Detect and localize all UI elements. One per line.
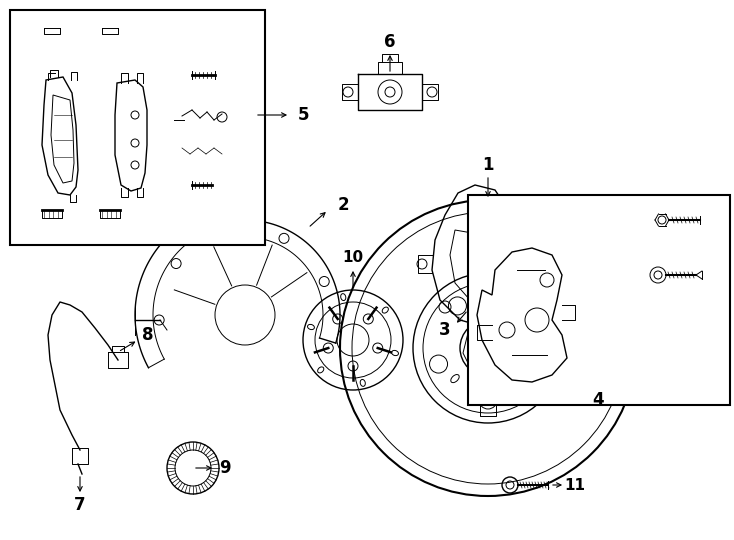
Bar xyxy=(10,10,265,245)
Text: 10: 10 xyxy=(343,251,363,266)
Text: 1: 1 xyxy=(482,156,494,174)
Text: 7: 7 xyxy=(74,496,86,514)
Text: 9: 9 xyxy=(219,459,230,477)
Bar xyxy=(468,195,730,405)
Text: 4: 4 xyxy=(592,391,604,409)
Text: 6: 6 xyxy=(385,33,396,51)
Text: 5: 5 xyxy=(298,106,310,124)
Text: 3: 3 xyxy=(439,321,451,339)
Text: 11: 11 xyxy=(564,477,586,492)
Text: 8: 8 xyxy=(142,326,153,344)
Text: 2: 2 xyxy=(338,196,349,214)
